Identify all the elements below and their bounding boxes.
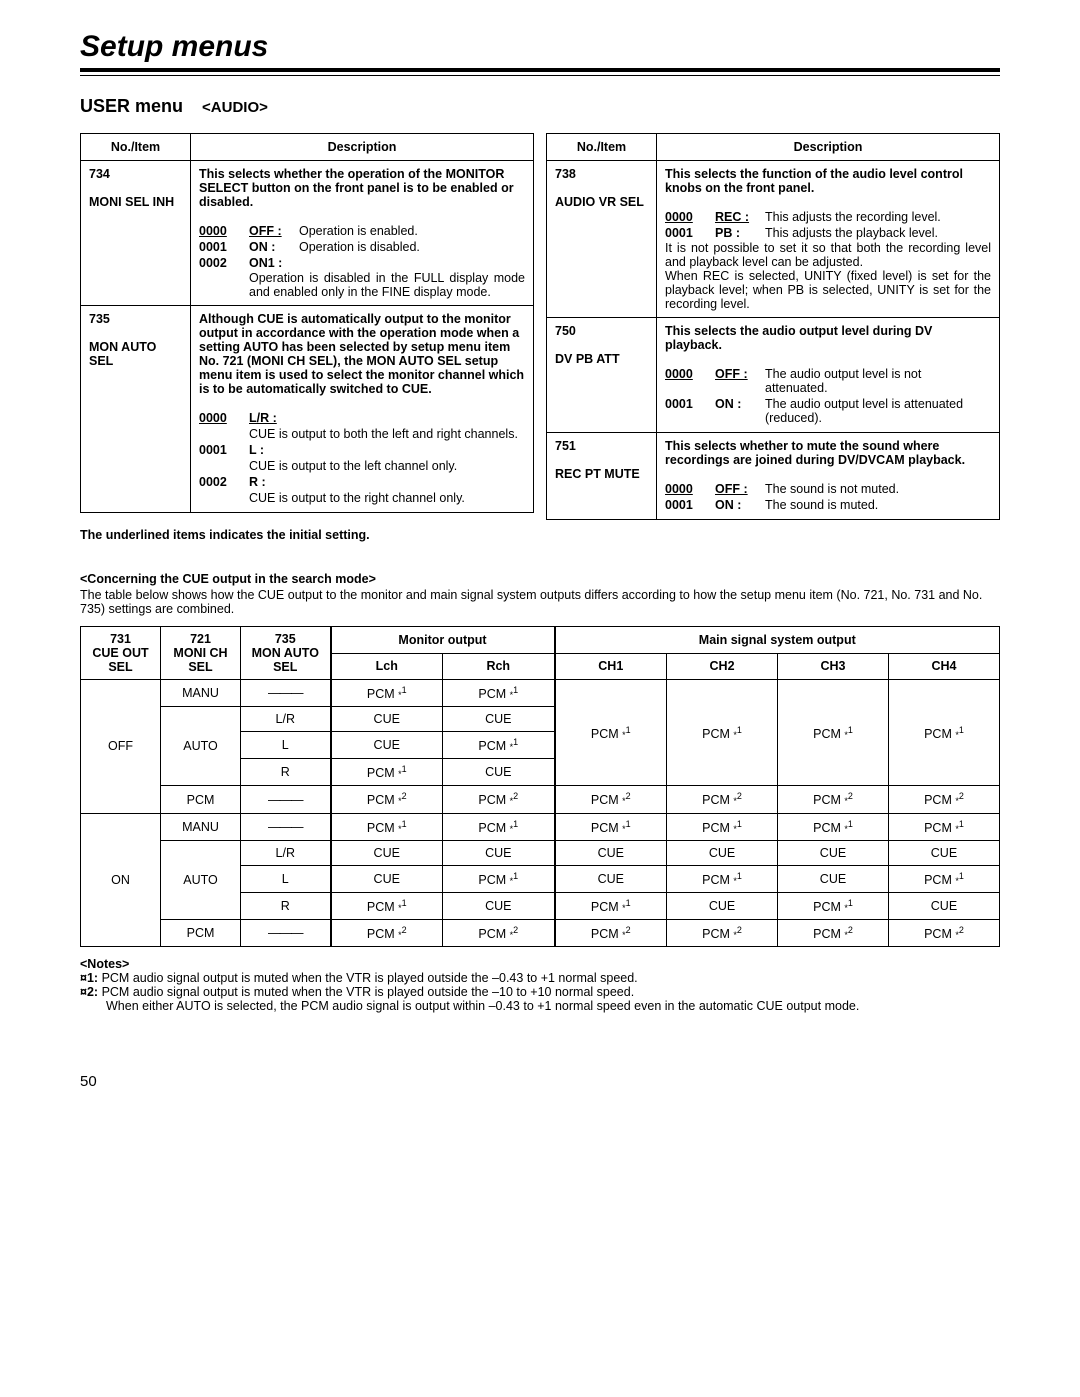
h721-bot: MONI CH SEL bbox=[173, 646, 227, 674]
note2a-text: PCM audio signal output is muted when th… bbox=[102, 985, 635, 999]
h-ch1: CH1 bbox=[555, 653, 667, 680]
title-rule bbox=[80, 68, 1000, 76]
note1-text: PCM audio signal output is muted when th… bbox=[102, 971, 638, 985]
h-rch: Rch bbox=[443, 653, 555, 680]
cue-para: The table below shows how the CUE output… bbox=[80, 588, 1000, 616]
page-title: Setup menus bbox=[80, 30, 1000, 64]
note-2: ¤2: PCM audio signal output is muted whe… bbox=[80, 985, 1000, 999]
underline-note: The underlined items indicates the initi… bbox=[80, 528, 1000, 542]
h-ch2: CH2 bbox=[667, 653, 778, 680]
notes-head: <Notes> bbox=[80, 957, 1000, 971]
signal-table: 731 CUE OUT SEL 721 MONI CH SEL 735 MON … bbox=[80, 626, 1000, 947]
h735-bot: MON AUTO SEL bbox=[252, 646, 319, 674]
h735-top: 735 bbox=[275, 632, 296, 646]
cue-section-head: <Concerning the CUE output in the search… bbox=[80, 572, 1000, 586]
subhead-text: USER menu bbox=[80, 96, 183, 116]
subhead-tag: <AUDIO> bbox=[202, 99, 268, 116]
note-2b: When either AUTO is selected, the PCM au… bbox=[80, 999, 1000, 1013]
h-monitor: Monitor output bbox=[331, 627, 555, 654]
h-lch: Lch bbox=[331, 653, 443, 680]
menu-table-right: No./Item Description 738AUDIO VR SELThis… bbox=[546, 133, 1000, 520]
note-1: ¤1: PCM audio signal output is muted whe… bbox=[80, 971, 1000, 985]
note2-label: ¤2: bbox=[80, 985, 98, 999]
col-header-no: No./Item bbox=[547, 134, 657, 161]
h-ch3: CH3 bbox=[778, 653, 889, 680]
h731-top: 731 bbox=[110, 632, 131, 646]
h-main: Main signal system output bbox=[555, 627, 1000, 654]
col-header-desc: Description bbox=[657, 134, 1000, 161]
menu-table-left: No./Item Description 734MONI SEL INHThis… bbox=[80, 133, 534, 513]
section-heading: USER menu <AUDIO> bbox=[80, 96, 1000, 117]
col-header-desc: Description bbox=[191, 134, 534, 161]
note1-label: ¤1: bbox=[80, 971, 98, 985]
col-header-no: No./Item bbox=[81, 134, 191, 161]
h721-top: 721 bbox=[190, 632, 211, 646]
h-ch4: CH4 bbox=[888, 653, 999, 680]
h731-bot: CUE OUT SEL bbox=[92, 646, 148, 674]
page-number: 50 bbox=[80, 1073, 1000, 1090]
